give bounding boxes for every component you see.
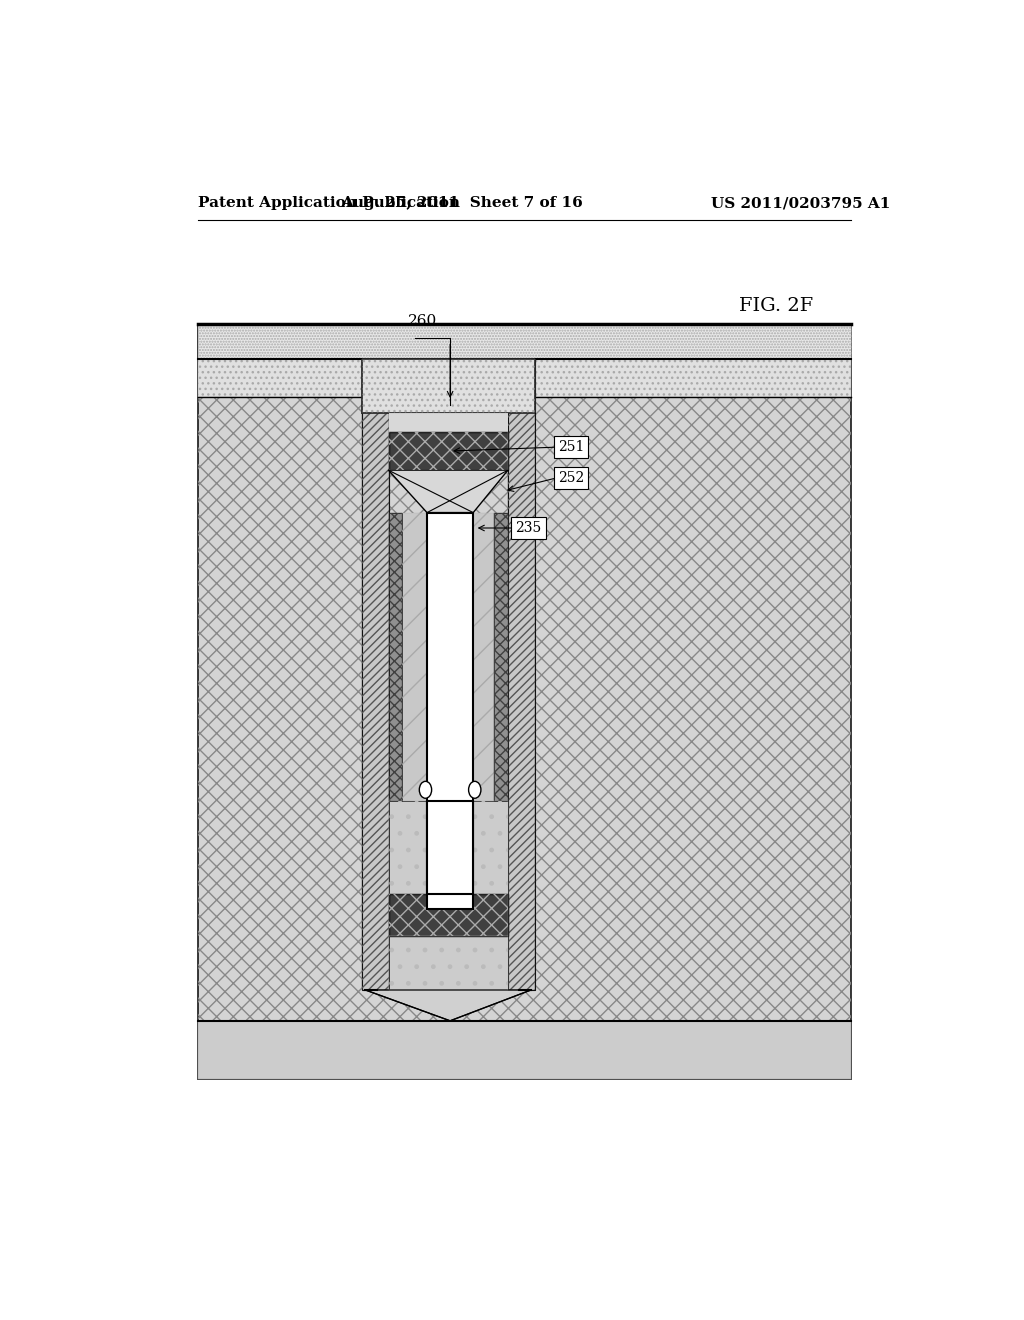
Bar — [199, 359, 851, 397]
Bar — [388, 432, 508, 470]
Bar — [199, 1020, 851, 1078]
Bar — [508, 359, 535, 990]
Text: 235: 235 — [515, 521, 542, 535]
Bar — [388, 412, 508, 432]
Bar — [361, 359, 535, 412]
Text: 260: 260 — [408, 314, 437, 327]
Bar — [388, 936, 508, 990]
Bar — [494, 512, 508, 801]
Text: 252: 252 — [558, 471, 584, 484]
Bar — [388, 936, 508, 990]
Text: 251: 251 — [558, 440, 585, 454]
Bar — [388, 801, 508, 894]
Bar — [388, 894, 508, 936]
Bar — [388, 894, 508, 936]
Bar — [199, 323, 851, 359]
Ellipse shape — [469, 781, 481, 799]
Polygon shape — [366, 990, 531, 1020]
Bar — [388, 801, 508, 894]
Bar — [361, 359, 535, 412]
Bar — [388, 512, 402, 801]
Bar — [388, 432, 508, 470]
Text: FIG. 2F: FIG. 2F — [739, 297, 813, 315]
Ellipse shape — [419, 781, 432, 799]
Bar — [361, 359, 388, 990]
Bar — [361, 359, 388, 990]
Text: Aug. 25, 2011  Sheet 7 of 16: Aug. 25, 2011 Sheet 7 of 16 — [341, 197, 583, 210]
Bar — [473, 512, 494, 801]
Bar — [388, 512, 402, 801]
Text: Patent Application Publication: Patent Application Publication — [199, 197, 461, 210]
Bar — [402, 512, 427, 801]
Bar — [508, 359, 535, 990]
Bar — [494, 512, 508, 801]
Polygon shape — [388, 470, 508, 512]
Bar — [199, 359, 851, 397]
Bar — [427, 801, 473, 894]
Bar — [473, 512, 494, 801]
Bar — [199, 1020, 851, 1078]
Bar — [427, 512, 473, 909]
Bar — [199, 323, 851, 359]
Text: US 2011/0203795 A1: US 2011/0203795 A1 — [711, 197, 890, 210]
Bar — [402, 512, 427, 801]
Polygon shape — [199, 323, 851, 1078]
